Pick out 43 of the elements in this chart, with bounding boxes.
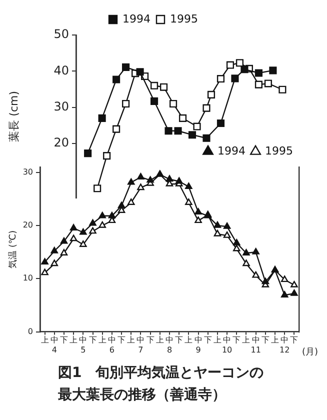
text: 図1 旬別平均気温とヤーコンの最大葉長の推移（善通寺） (58, 364, 265, 405)
y-axis-title: 葉長 (cm) (7, 90, 20, 142)
x-tick-label: 下 (60, 336, 68, 345)
x-tick-label: 下 (232, 336, 241, 345)
x-tick-label: 中 4 (50, 336, 58, 354)
x-tick-label: 中 9 (194, 336, 202, 354)
x-tick-label: 中 5 (79, 336, 88, 354)
x-tick-label: 上 (156, 336, 164, 345)
x-tick-label: 下 (204, 336, 212, 345)
x-tick-label: 上 (242, 336, 250, 345)
y-tick-label: 30 (22, 167, 33, 176)
y-tick-label: 40 (54, 63, 69, 78)
x-axis-title: (月) (302, 348, 318, 358)
y-axis-title: 気温 (℃) (8, 230, 19, 268)
y-tick-label: 20 (54, 136, 69, 150)
y-tick-label: 0 (28, 326, 33, 336)
x-tick-label: 下 (175, 336, 184, 345)
y-tick-label: 20 (22, 220, 33, 230)
x-tick-label: 上 (271, 336, 280, 345)
legend-label: 1995 (170, 12, 198, 26)
y-tick-label: 30 (54, 99, 69, 114)
y-tick-label: 50 (54, 27, 69, 42)
x-tick-label: 上 (213, 336, 222, 345)
x-tick-label: 上 (127, 336, 136, 345)
legend-label: 1994 (122, 12, 151, 26)
x-tick-label: 下 (290, 336, 298, 345)
x-tick-label: 中 11 (250, 336, 261, 354)
x-tick-label: 中 6 (108, 336, 116, 354)
x-tick-label: 上 (40, 336, 49, 345)
x-tick-label: 中 8 (166, 336, 174, 354)
x-tick-label: 中 7 (136, 336, 145, 354)
x-tick-label: 下 (261, 336, 270, 345)
x-tick-label: 下 (146, 336, 154, 345)
x-tick-label: 下 (118, 336, 126, 345)
x-tick-label: 上 (98, 336, 106, 345)
y-tick-label: 10 (22, 274, 33, 283)
x-tick-label: 中 10 (222, 336, 232, 354)
x-tick-label: 上 (184, 336, 193, 345)
legend-label: 1994 (218, 144, 246, 158)
x-tick-label: 上 (70, 336, 78, 345)
x-tick-label: 中 12 (280, 336, 290, 354)
legend-label: 1995 (265, 144, 294, 158)
x-tick-label: 下 (88, 336, 97, 345)
